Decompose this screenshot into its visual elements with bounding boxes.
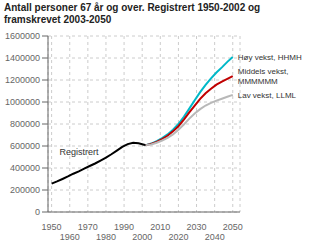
svg-text:1980: 1980: [96, 232, 116, 242]
svg-text:1000000: 1000000: [8, 97, 40, 107]
svg-text:1400000: 1400000: [8, 53, 40, 63]
svg-text:2050: 2050: [223, 222, 243, 232]
svg-text:2040: 2040: [205, 232, 225, 242]
svg-text:2010: 2010: [150, 222, 170, 232]
svg-text:0: 0: [35, 207, 40, 217]
svg-text:Registrert: Registrert: [60, 147, 100, 157]
svg-text:Lav vekst, LLML: Lav vekst, LLML: [238, 90, 297, 99]
svg-text:2020: 2020: [168, 232, 188, 242]
svg-text:2000: 2000: [132, 232, 152, 242]
svg-text:200000: 200000: [10, 185, 40, 195]
svg-text:1950: 1950: [42, 222, 62, 232]
svg-text:400000: 400000: [10, 163, 40, 173]
html-text:framskrevet 2003-2050: framskrevet 2003-2050: [4, 14, 112, 25]
svg-text:600000: 600000: [10, 141, 40, 151]
svg-text:800000: 800000: [10, 119, 40, 129]
svg-text:1960: 1960: [60, 232, 80, 242]
svg-text:1970: 1970: [78, 222, 98, 232]
svg-text:1200000: 1200000: [8, 75, 40, 85]
html-text:Antall personer 67 år og over.: Antall personer 67 år og over. Registrer…: [4, 2, 261, 13]
svg-text:2030: 2030: [187, 222, 207, 232]
svg-text:1990: 1990: [114, 222, 134, 232]
svg-text:Høy vekst, HHMH: Høy vekst, HHMH: [238, 52, 302, 61]
svg-text:1600000: 1600000: [8, 31, 40, 41]
svg-text:Middels vekst,MMMMMM: Middels vekst,MMMMMM: [238, 67, 289, 86]
